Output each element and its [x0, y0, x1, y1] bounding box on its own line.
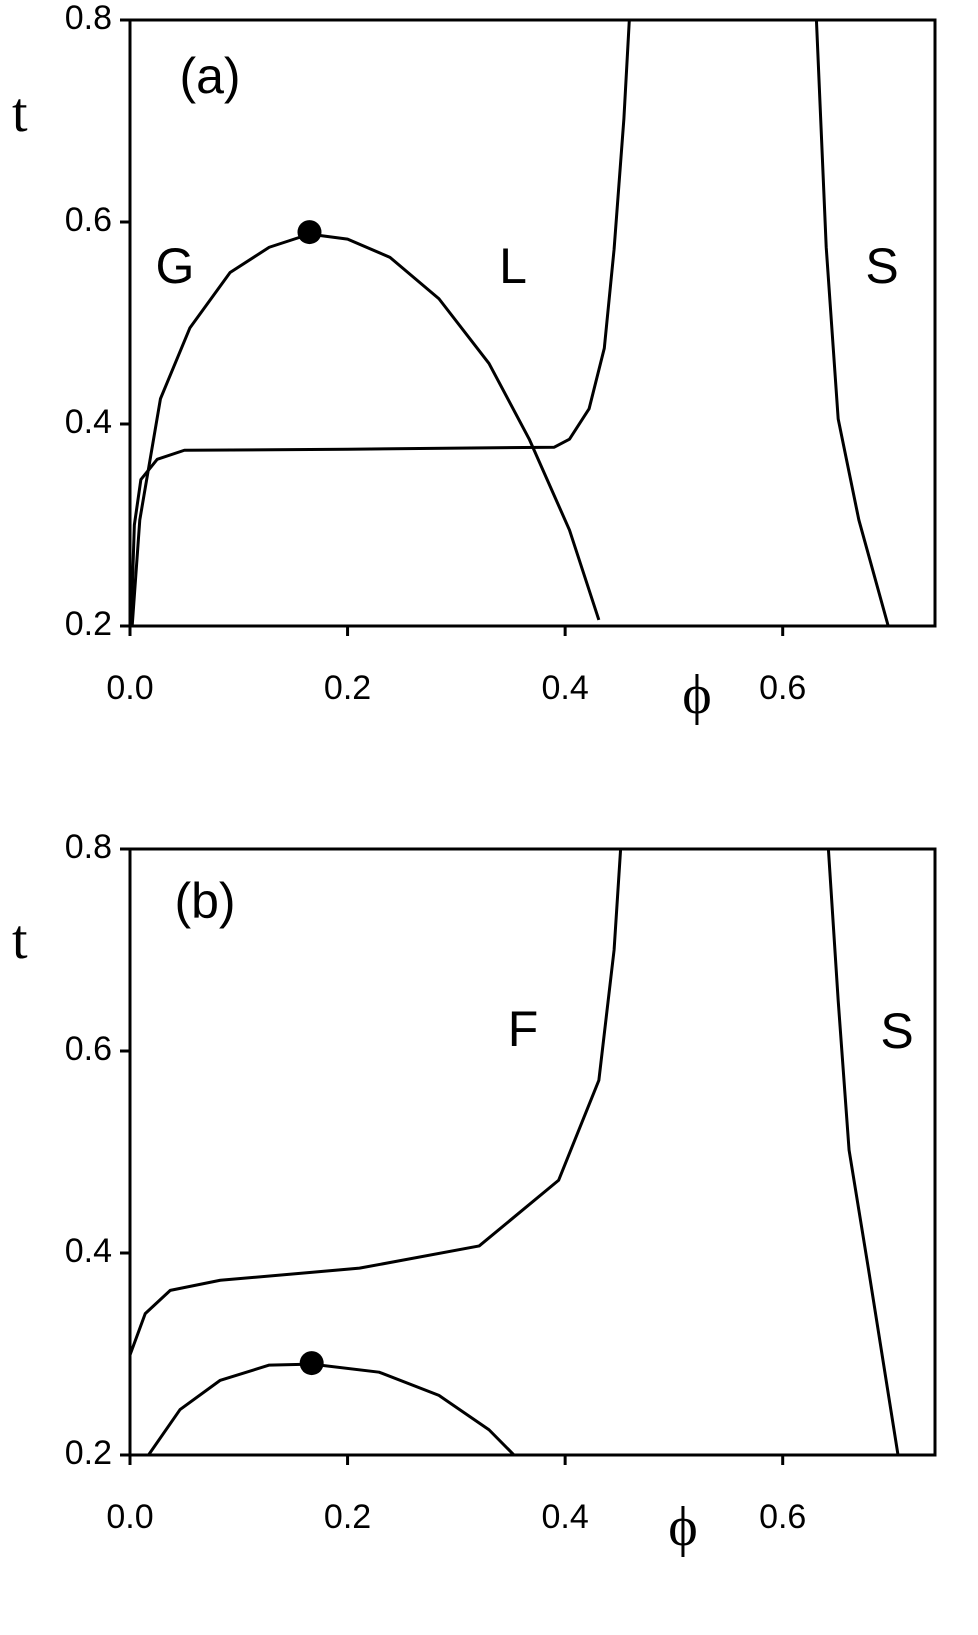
- x-tick-label: 0.0: [106, 669, 153, 707]
- x-axis-label: ϕ: [668, 1496, 697, 1558]
- annotation: F: [508, 1001, 539, 1057]
- x-tick-label: 0.4: [542, 1498, 589, 1536]
- y-tick-label: 0.4: [65, 403, 112, 441]
- y-tick-label: 0.2: [65, 605, 112, 643]
- x-tick-label: 0.6: [759, 1498, 806, 1536]
- annotation: (a): [179, 48, 240, 104]
- y-tick-label: 0.6: [65, 201, 112, 239]
- plot-frame: [128, 18, 937, 628]
- x-tick-label: 0.2: [324, 1498, 371, 1536]
- phase-boundary: [147, 1362, 516, 1457]
- annotation: L: [499, 238, 527, 294]
- critical-point: [297, 220, 322, 245]
- y-tick-label: 0.6: [65, 1030, 112, 1068]
- phase-boundary: [128, 848, 623, 1356]
- critical-point: [299, 1351, 324, 1376]
- x-axis-label: ϕ: [682, 664, 711, 726]
- annotation: S: [880, 1003, 913, 1059]
- y-tick-label: 0.8: [65, 0, 112, 37]
- x-tick-label: 0.4: [542, 669, 589, 707]
- y-tick-label: 0.2: [65, 1434, 112, 1472]
- y-tick-label: 0.8: [65, 828, 112, 866]
- phase-boundary: [814, 19, 890, 627]
- phase-boundary: [130, 232, 601, 627]
- annotation: G: [156, 238, 195, 294]
- phase-boundary: [129, 19, 631, 627]
- x-tick-label: 0.6: [759, 669, 806, 707]
- x-tick-label: 0.0: [106, 1498, 153, 1536]
- y-axis-label: t: [12, 909, 28, 971]
- y-tick-label: 0.4: [65, 1232, 112, 1270]
- annotation: (b): [174, 873, 235, 929]
- phase-boundary: [826, 848, 900, 1456]
- y-axis-label: t: [12, 82, 28, 144]
- annotation: S: [865, 238, 898, 294]
- plot-frame: [128, 847, 937, 1457]
- x-tick-label: 0.2: [324, 669, 371, 707]
